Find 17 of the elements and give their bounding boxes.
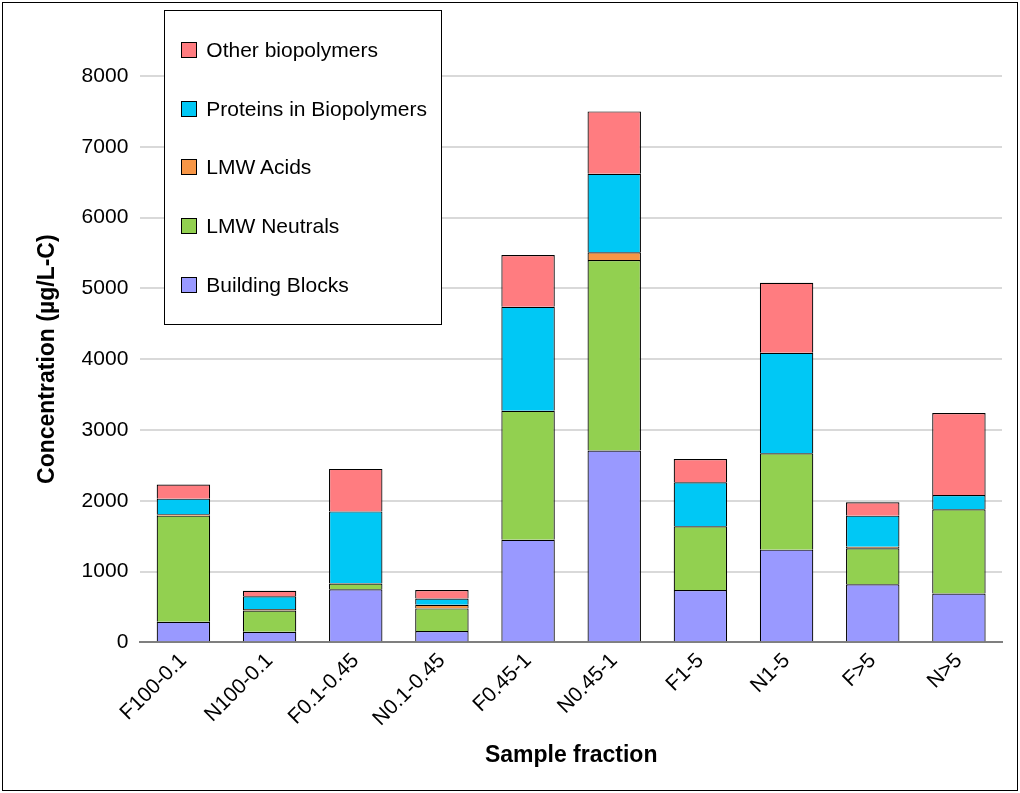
y-axis-title: Concentration (µg/L-C) [33, 234, 60, 484]
y-tick-label: 3000 [81, 416, 129, 440]
y-tick-label: 4000 [81, 345, 129, 369]
legend-label: LMW Acids [206, 155, 312, 180]
legend-label: Proteins in Biopolymers [206, 96, 427, 121]
x-axis-title: Sample fraction [484, 740, 658, 767]
y-tick-label: 6000 [81, 204, 129, 228]
legend-label: Building Blocks [206, 272, 349, 297]
x-tick-label: F>5 [837, 647, 880, 691]
legend-label: LMW Neutrals [206, 214, 340, 239]
y-tick-label: 1000 [81, 558, 129, 582]
y-tick-label: 7000 [81, 133, 129, 157]
y-tick-label: 5000 [81, 275, 129, 299]
y-tick-label: 2000 [81, 487, 129, 511]
legend-label: Other biopolymers [206, 38, 378, 63]
y-tick-label: 8000 [81, 62, 129, 86]
y-tick-label: 0 [116, 629, 129, 653]
